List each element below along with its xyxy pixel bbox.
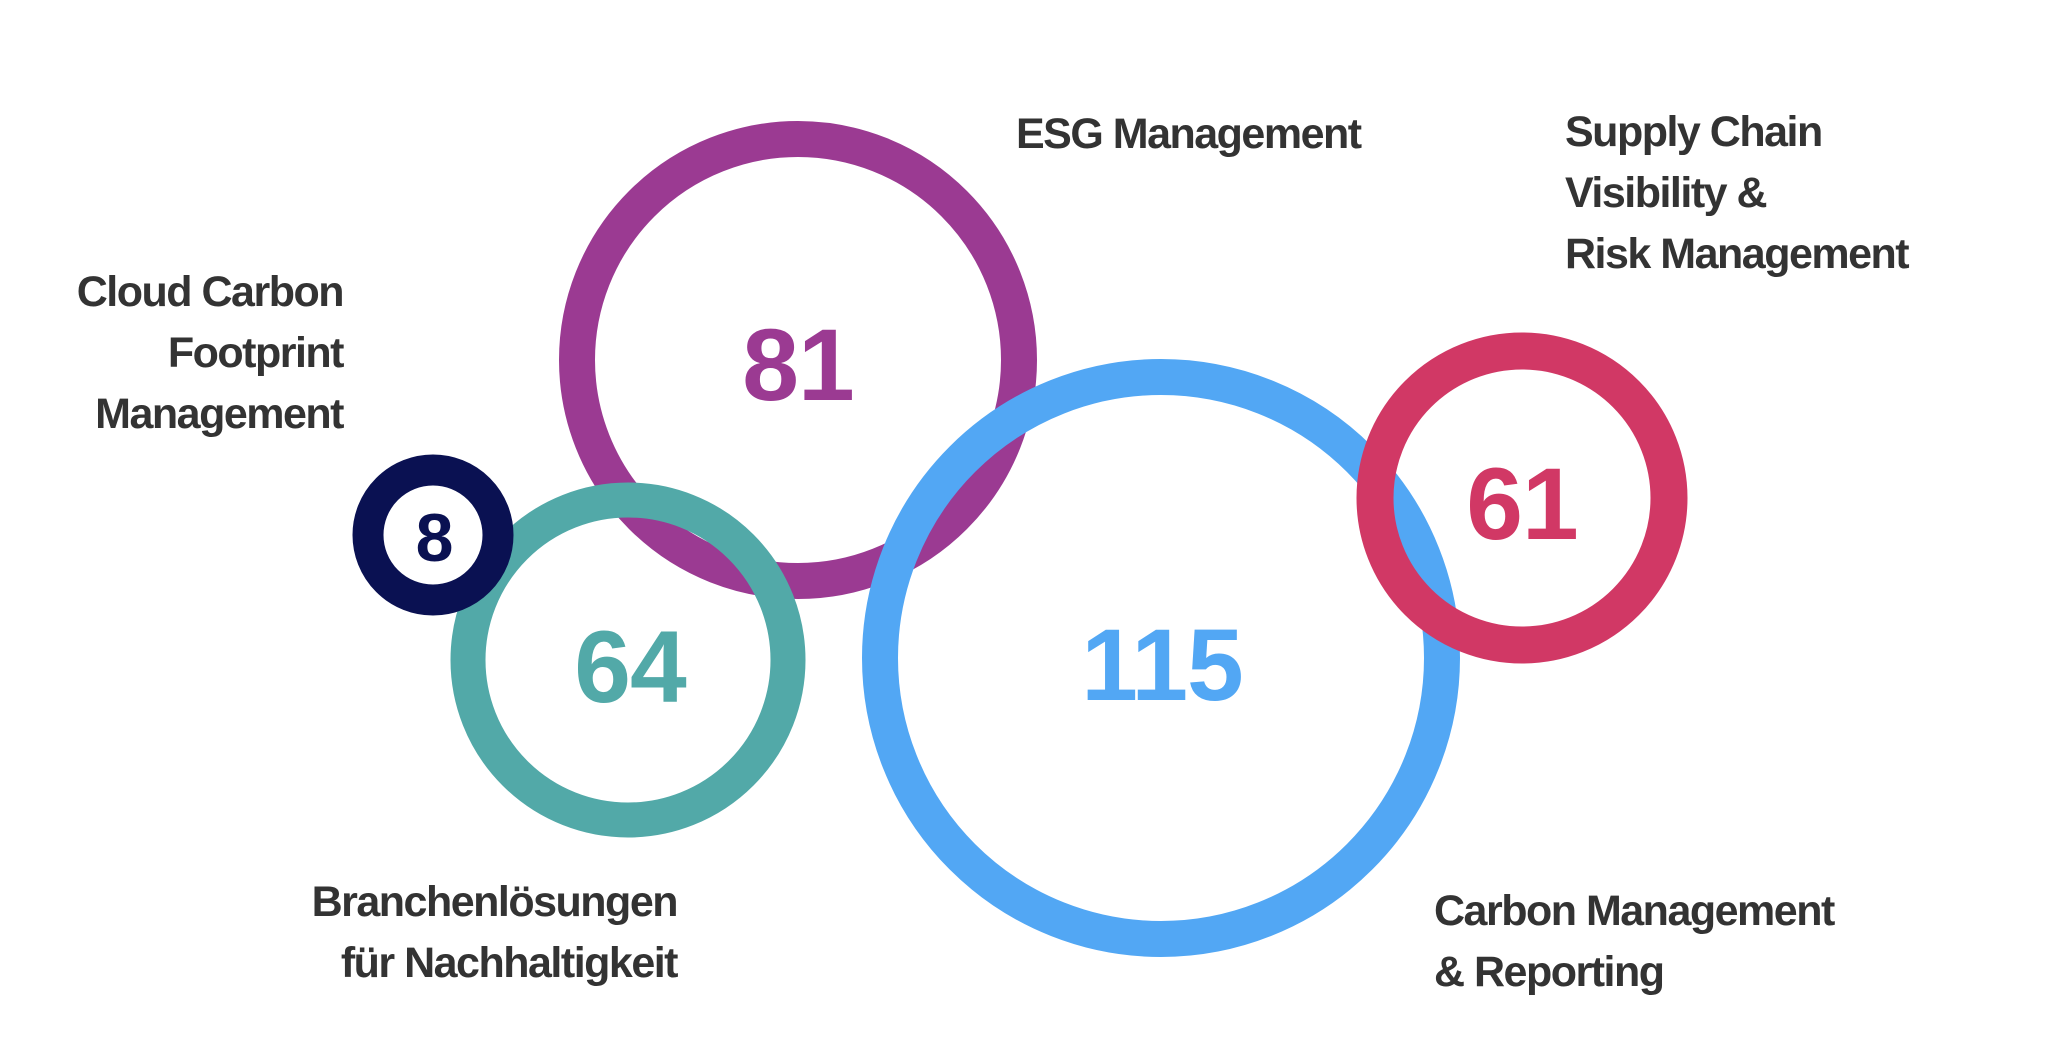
label-branchenloesungen: Branchenlösungen für Nachhaltigkeit: [311, 872, 679, 994]
label-carbon-management-reporting: Carbon Management & Reporting: [1434, 881, 1835, 1003]
value-cloud-carbon-footprint: 8: [415, 500, 454, 576]
label-line: Management: [95, 390, 344, 438]
value-carbon-management-reporting: 115: [1081, 608, 1244, 722]
ring-cloud-carbon-footprint: [352, 454, 514, 616]
ring-esg-management: [559, 121, 1037, 599]
label-esg-management: ESG Management: [1016, 104, 1362, 165]
label-line: Carbon Management: [1434, 887, 1835, 935]
label-cloud-carbon-footprint: Cloud Carbon Footprint Management: [76, 262, 345, 445]
label-line: für Nachhaltigkeit: [340, 939, 679, 987]
label-line: Cloud Carbon: [76, 268, 345, 316]
label-line: ESG Management: [1016, 110, 1362, 158]
ring-carbon-management-reporting: [862, 359, 1460, 957]
label-line: Branchenlösungen: [311, 878, 679, 926]
value-esg-management: 81: [742, 308, 854, 422]
value-supply-chain-visibility: 61: [1466, 447, 1578, 561]
label-supply-chain-visibility: Supply Chain Visibility & Risk Managemen…: [1565, 102, 1910, 285]
label-line: Visibility &: [1565, 169, 1768, 217]
label-line: & Reporting: [1434, 948, 1665, 996]
label-line: Risk Management: [1565, 230, 1910, 278]
ring-branchenloesungen: [450, 482, 806, 838]
label-line: Supply Chain: [1565, 108, 1823, 156]
value-branchenloesungen: 64: [574, 610, 686, 724]
ring-supply-chain-visibility: [1356, 332, 1688, 664]
label-line: Footprint: [167, 329, 345, 377]
